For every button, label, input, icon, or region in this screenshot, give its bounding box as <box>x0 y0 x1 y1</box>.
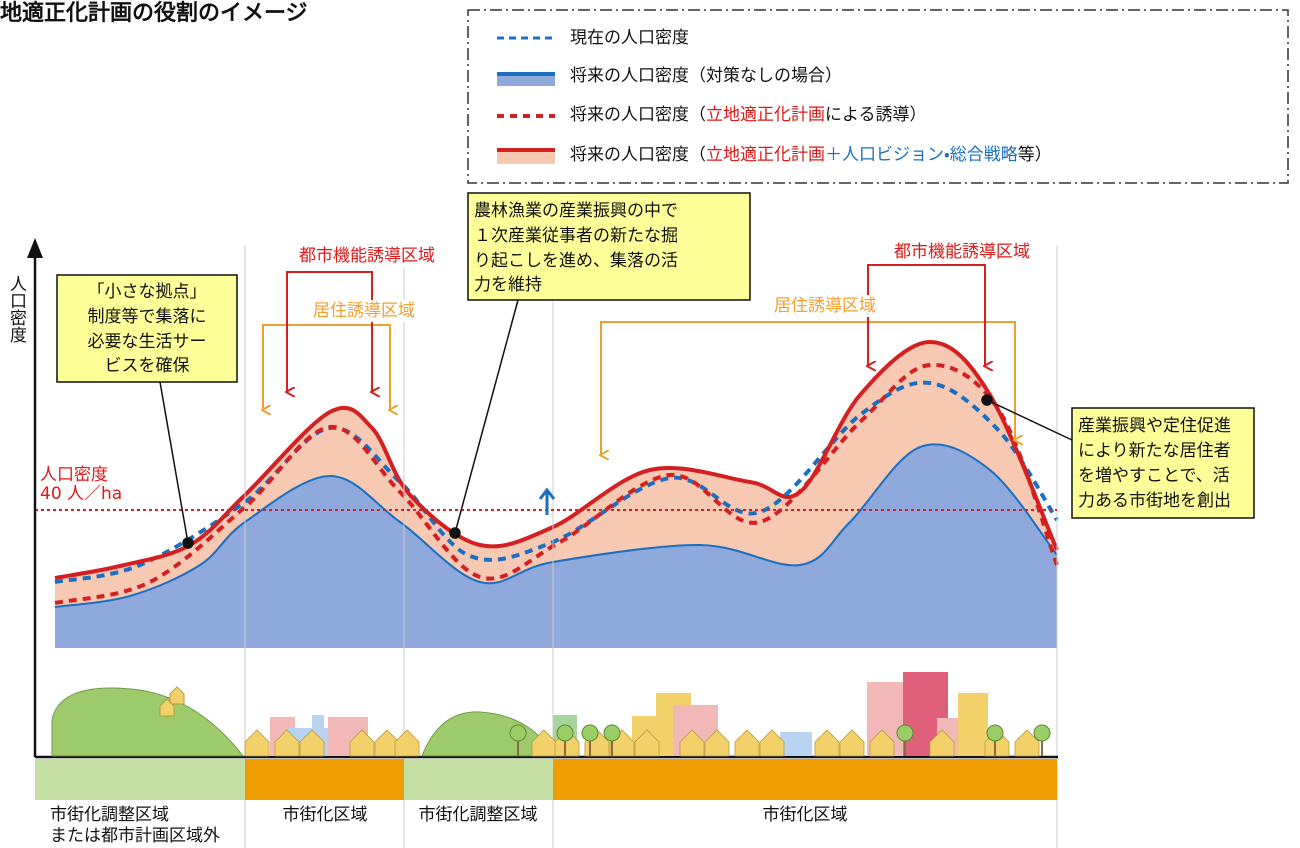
zone-label: または都市計画区域外 <box>50 826 220 846</box>
dot <box>450 528 460 538</box>
text: 将来の人口密度（対策なしの場合） <box>570 66 842 86</box>
house <box>815 730 839 756</box>
callout-text: 農林漁業の産業振興の中で <box>474 201 678 221</box>
callout-text: 力ある市街地を創出 <box>1078 491 1231 511</box>
legend-label: 現在の人口密度 <box>570 28 689 48</box>
leader <box>455 300 518 533</box>
zone-label: 市街化区域 <box>763 805 848 825</box>
callout-text: １次産業従事者の新たな掘 <box>474 226 678 246</box>
house <box>395 730 419 756</box>
text: 人口ビジョン・総合戦略 <box>842 145 1018 165</box>
zone-labels: 市街化調整区域 または都市計画区域外 市街化区域 市街化調整区域 市街化区域 <box>50 805 848 846</box>
area-label: 都市機能誘導区域 <box>299 246 435 266</box>
text: による誘導） <box>825 105 927 125</box>
building <box>958 693 988 756</box>
dot <box>982 395 992 405</box>
tree <box>582 725 598 741</box>
text: 現在の人口密度 <box>570 28 689 48</box>
zone-label: 市街化調整区域 <box>419 805 538 825</box>
callout-text: 「小さな拠点」 <box>88 282 207 302</box>
house <box>245 730 269 756</box>
callout-text: 産業振興や定住促進 <box>1078 416 1231 436</box>
legend-swatch <box>497 150 555 164</box>
zone-band <box>245 759 404 800</box>
callout-text: り起こしを進め、集落の活 <box>474 251 678 271</box>
axis-label: 人口密度 <box>6 275 27 343</box>
tree <box>604 725 620 741</box>
text: 立地適正化計画 <box>706 105 825 125</box>
zone-label: 市街化調整区域 <box>50 805 169 825</box>
up-arrow <box>540 490 554 515</box>
area-label: 居住誘導区域 <box>774 296 876 316</box>
building <box>780 732 812 756</box>
tree <box>1034 725 1050 741</box>
bracket <box>287 272 372 392</box>
tree <box>557 725 573 741</box>
callout-text: 力を維持 <box>474 275 542 295</box>
text: 立地適正化計画 <box>706 145 825 165</box>
text: 将来の人口密度（ <box>570 105 706 125</box>
tree <box>987 725 1003 741</box>
legend-label: 将来の人口密度（立地適正化計画による誘導） <box>570 105 927 125</box>
leader <box>160 382 188 543</box>
callout-text: ビスを確保 <box>105 356 190 376</box>
zone-band <box>553 759 1057 800</box>
tree <box>510 725 526 741</box>
tree <box>897 725 913 741</box>
zone-label: 市街化区域 <box>283 805 368 825</box>
text: 等） <box>1018 145 1052 165</box>
title: 地適正化計画の役割のイメージ <box>0 0 308 26</box>
legend-label: 将来の人口密度（立地適正化計画＋人口ビジョン・総合戦略等） <box>570 145 1052 165</box>
text: 将来の人口密度（ <box>570 145 706 165</box>
threshold-label: 人口密度 <box>40 465 108 485</box>
axis-arrow <box>27 238 43 258</box>
house <box>735 730 759 756</box>
legend-swatch <box>497 76 555 86</box>
house <box>840 730 864 756</box>
legend-label: 将来の人口密度（対策なしの場合） <box>570 66 842 86</box>
scenery <box>35 672 1057 800</box>
bracket <box>263 325 390 410</box>
legend: 現在の人口密度 将来の人口密度（対策なしの場合） 将来の人口密度（立地適正化計画… <box>497 28 1052 165</box>
zone-band <box>35 759 245 800</box>
callout-text: を増やすことで、活 <box>1078 466 1230 486</box>
area-label: 都市機能誘導区域 <box>894 242 1030 262</box>
threshold-label: 40 人／ha <box>40 484 122 504</box>
callout-text: 必要な生活サー <box>88 332 207 352</box>
callout-text: により新たな居住者 <box>1078 441 1231 461</box>
dot <box>183 538 193 548</box>
callout-text: 制度等で集落に <box>88 307 207 327</box>
diagram: 地適正化計画の役割のイメージ 現在の人口密度 将来の人口密度（対策なしの場合） … <box>0 0 1300 848</box>
area-label: 居住誘導区域 <box>313 301 415 321</box>
zone-band <box>404 759 553 800</box>
curves <box>55 342 1057 648</box>
text: ＋ <box>825 145 842 165</box>
hill <box>52 688 243 756</box>
house <box>170 687 184 704</box>
